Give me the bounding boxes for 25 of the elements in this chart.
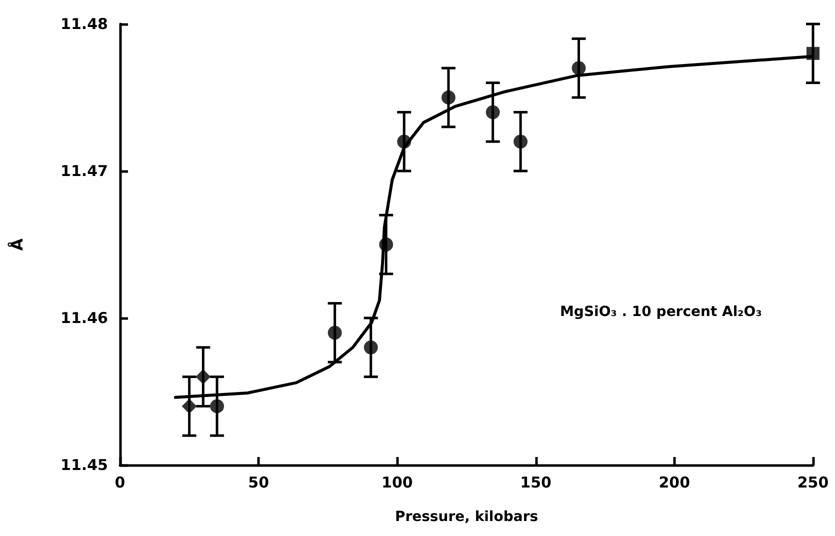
point [196,369,211,384]
x-tick-label: 250 [797,474,829,492]
point [397,134,412,149]
x-tick-label: 0 [114,474,126,492]
x-tick-label: 150 [520,474,552,492]
point [364,340,378,354]
point [379,238,394,252]
point [210,399,224,414]
y-tick-label: 11.46 [60,309,108,327]
point [182,398,197,414]
x-axis-title: Pressure, kilobars [394,509,538,525]
point [514,134,528,149]
x-tick-label: 100 [382,474,413,492]
point [806,46,820,60]
point [486,105,500,120]
point [572,61,586,76]
x-tick-label: 50 [248,474,270,492]
annotation: MgSiO₃ . 10 percent Al₂O₃ [560,304,762,320]
y-tick-label: 11.45 [60,456,108,474]
y-axis-title: Å [8,238,26,251]
y-tick-label: 11.47 [60,162,108,180]
point [441,90,456,104]
y-tick-label: 11.48 [60,15,108,33]
x-tick-label: 200 [658,474,690,492]
point [328,326,342,340]
